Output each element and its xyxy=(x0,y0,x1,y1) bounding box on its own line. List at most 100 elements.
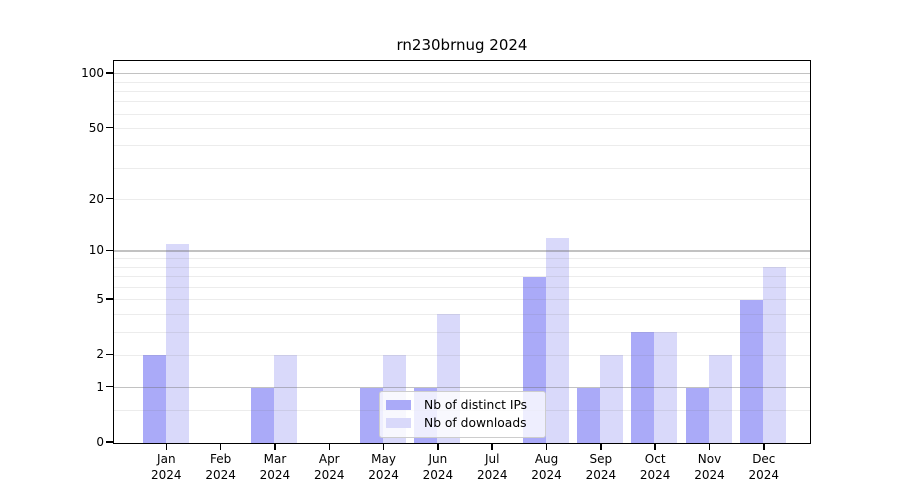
y-tick-label: 100 xyxy=(81,65,104,80)
bar-distinct-ips xyxy=(577,387,601,443)
minor-gridline xyxy=(114,331,810,333)
legend-swatch xyxy=(386,399,411,411)
x-tick-label: Apr 2024 xyxy=(297,452,361,483)
year-label: 2024 xyxy=(205,467,236,482)
x-tick-label: Oct 2024 xyxy=(623,452,687,483)
y-tick-label: 10 xyxy=(88,243,104,258)
year-label: 2024 xyxy=(368,467,399,482)
minor-gridline xyxy=(114,101,810,103)
x-tick-mark xyxy=(437,444,439,450)
bar-distinct-ips xyxy=(685,387,709,443)
y-tick-mark xyxy=(106,441,114,443)
minor-gridline xyxy=(114,81,810,83)
x-tick-mark xyxy=(382,444,385,450)
bar-distinct-ips xyxy=(631,332,655,443)
minor-gridline xyxy=(114,354,810,356)
minor-gridline xyxy=(114,286,810,288)
minor-gridline xyxy=(114,90,810,92)
month-label: May xyxy=(371,452,396,466)
minor-gridline xyxy=(114,113,810,115)
y-tick-label: 2 xyxy=(96,347,104,362)
month-label: Jun xyxy=(428,452,448,466)
month-label: Sep xyxy=(589,452,613,466)
minor-gridline xyxy=(114,313,810,315)
month-label: Oct xyxy=(644,452,666,466)
bar-downloads xyxy=(708,355,732,443)
plot-area xyxy=(113,60,811,444)
y-tick-label: 20 xyxy=(88,191,104,206)
year-label: 2024 xyxy=(313,467,345,482)
year-label: 2024 xyxy=(639,467,671,482)
bar-distinct-ips xyxy=(251,387,275,443)
year-label: 2024 xyxy=(531,467,562,482)
x-tick-mark xyxy=(328,444,330,450)
minor-gridline xyxy=(114,145,810,147)
y-tick-label: 1 xyxy=(96,379,104,394)
x-tick-label: Jan 2024 xyxy=(134,452,198,483)
bar-downloads xyxy=(165,244,189,443)
x-tick-label: Jun 2024 xyxy=(406,452,470,483)
y-tick-mark xyxy=(106,72,114,74)
minor-gridline xyxy=(114,258,810,260)
x-tick-mark xyxy=(491,444,493,450)
x-tick-mark xyxy=(654,444,656,450)
bar-downloads xyxy=(654,332,678,443)
minor-gridline xyxy=(114,198,810,200)
month-label: Feb xyxy=(209,452,232,466)
x-tick-mark xyxy=(545,444,548,450)
minor-gridline xyxy=(114,276,810,278)
minor-gridline xyxy=(114,167,810,169)
month-label: Dec xyxy=(752,452,776,466)
year-label: 2024 xyxy=(585,467,617,482)
bar-distinct-ips xyxy=(740,299,764,443)
bar-downloads xyxy=(274,355,298,443)
y-tick-mark xyxy=(106,249,114,252)
x-tick-label: Mar 2024 xyxy=(243,452,307,483)
x-tick-mark xyxy=(274,444,276,450)
x-tick-mark xyxy=(165,444,168,450)
year-label: 2024 xyxy=(151,467,182,482)
x-tick-mark xyxy=(763,444,765,450)
year-label: 2024 xyxy=(748,467,780,482)
minor-gridline xyxy=(114,127,810,129)
y-tick-label: 0 xyxy=(96,435,104,450)
x-tick-label: Aug 2024 xyxy=(515,452,579,483)
minor-gridline xyxy=(114,266,810,268)
y-tick-mark xyxy=(106,298,114,300)
bar-downloads xyxy=(600,355,624,443)
major-gridline xyxy=(114,73,810,75)
major-gridline xyxy=(114,250,810,252)
legend: Nb of distinct IPs Nb of downloads xyxy=(379,391,546,438)
x-tick-mark xyxy=(600,444,602,450)
month-label: Jan xyxy=(157,452,176,466)
bar-downloads xyxy=(763,267,787,443)
legend-label: Nb of downloads xyxy=(424,416,527,430)
x-tick-label: Nov 2024 xyxy=(678,452,742,483)
bar-distinct-ips xyxy=(142,355,166,443)
month-label: Mar xyxy=(263,452,287,466)
month-label: Jul xyxy=(484,452,500,466)
legend-item: Nb of downloads xyxy=(386,414,545,432)
y-tick-mark xyxy=(106,197,114,200)
month-label: Nov xyxy=(697,452,722,466)
x-tick-label: Dec 2024 xyxy=(732,452,796,483)
bar-downloads xyxy=(545,237,569,443)
y-tick-label: 50 xyxy=(88,120,104,135)
month-label: Aug xyxy=(534,452,559,466)
x-tick-label: Jul 2024 xyxy=(460,452,524,483)
x-tick-label: Sep 2024 xyxy=(569,452,633,483)
legend-swatch xyxy=(386,417,411,429)
x-tick-mark xyxy=(708,444,711,450)
year-label: 2024 xyxy=(694,467,725,482)
year-label: 2024 xyxy=(476,467,508,482)
x-tick-mark xyxy=(219,444,222,450)
x-tick-label: Feb 2024 xyxy=(189,452,253,483)
y-tick-mark xyxy=(106,126,114,129)
legend-item: Nb of distinct IPs xyxy=(386,396,545,414)
y-tick-mark xyxy=(106,353,114,356)
month-label: Apr xyxy=(318,452,340,466)
minor-gridline xyxy=(114,299,810,301)
y-tick-mark xyxy=(106,385,114,388)
bar-distinct-ips xyxy=(359,387,383,443)
